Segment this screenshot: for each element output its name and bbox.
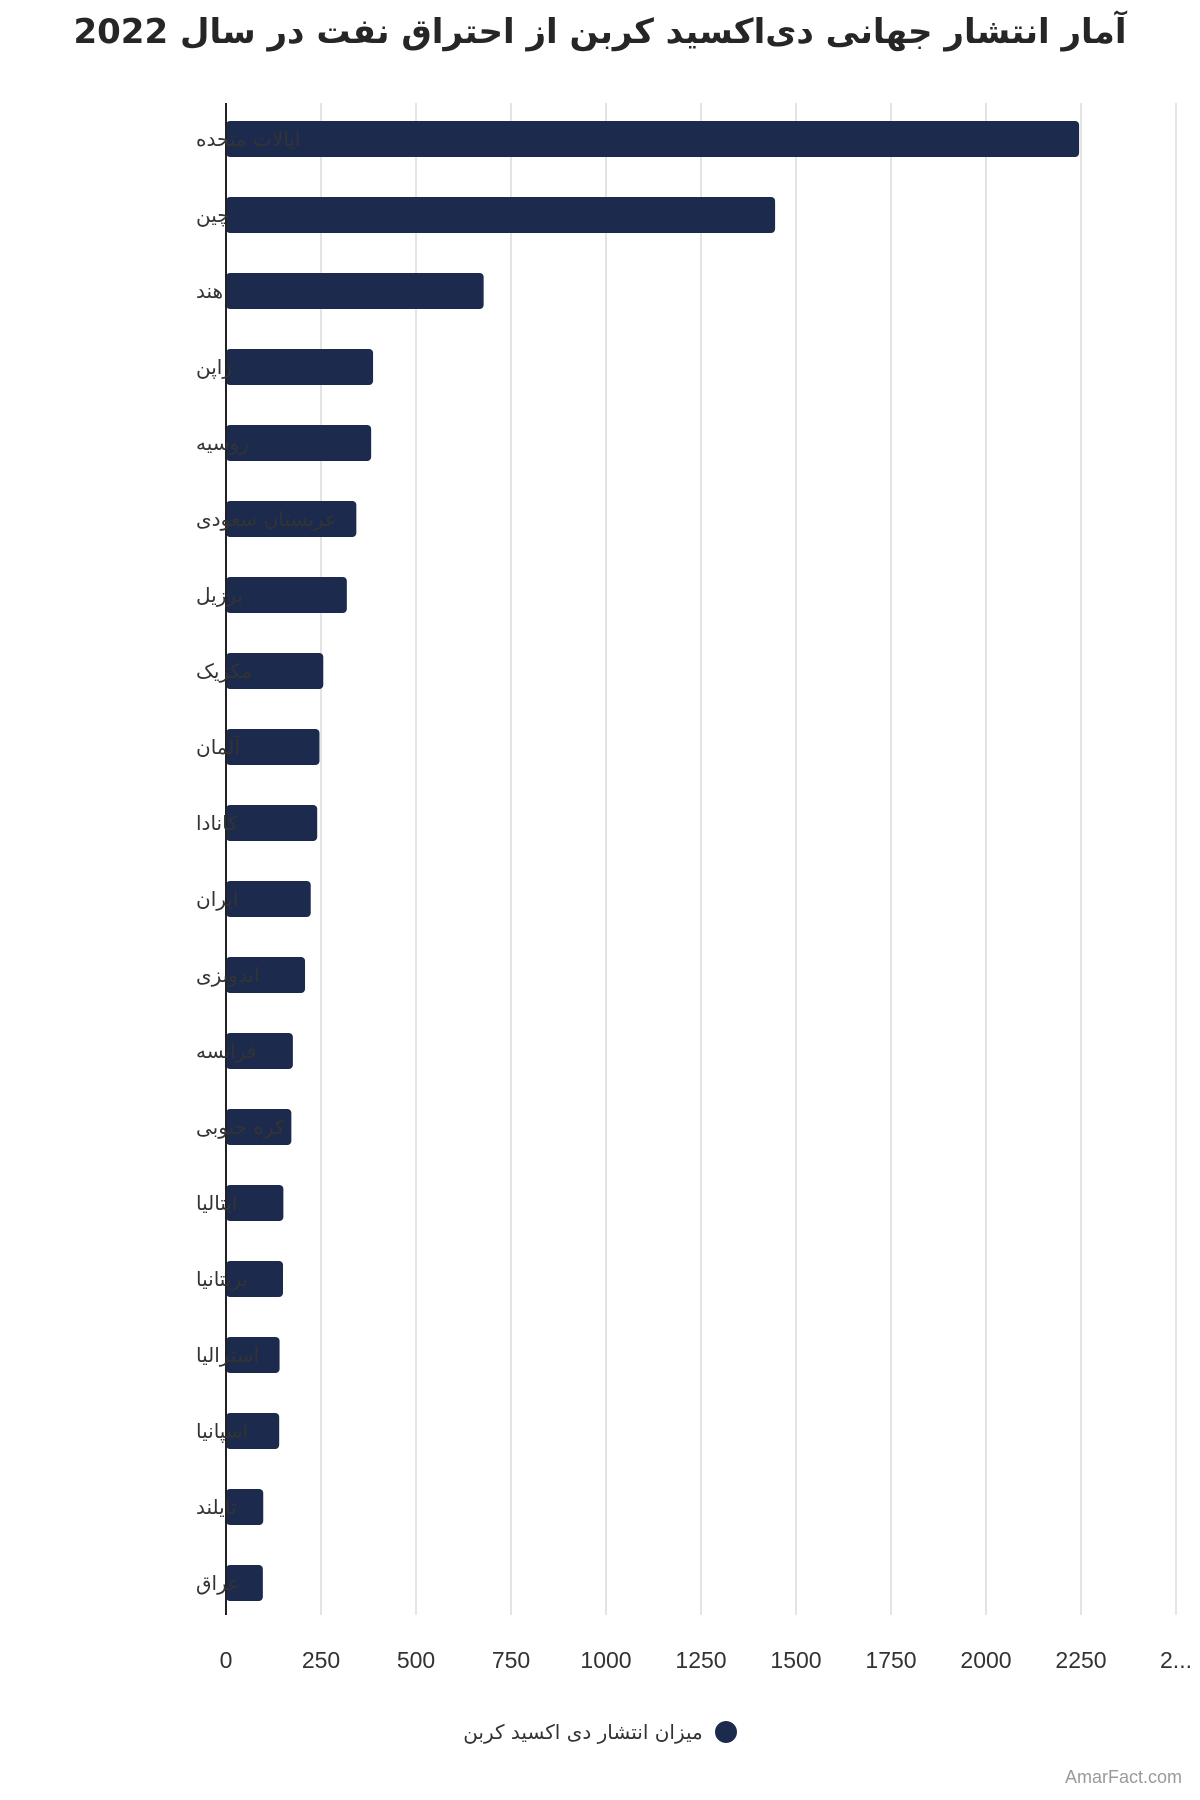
x-tick-label: 2250 — [1055, 1647, 1106, 1673]
bar — [226, 957, 306, 993]
bar — [226, 197, 776, 233]
bar — [226, 729, 320, 765]
bar — [226, 1565, 263, 1601]
x-tick-label: 2... — [1160, 1647, 1192, 1673]
bar — [226, 577, 347, 613]
category-label: برزیل — [196, 583, 243, 607]
category-label: کره جنوبی — [196, 1115, 285, 1139]
bar — [226, 349, 374, 385]
x-tick-label: 1000 — [580, 1647, 631, 1673]
category-label: آلمان — [196, 734, 241, 759]
category-label: مکزیک — [196, 659, 252, 683]
x-tick-label: 1250 — [675, 1647, 726, 1673]
bar — [226, 1185, 284, 1221]
category-label: فرانسه — [196, 1039, 256, 1063]
chart-title: آمار انتشار جهانی دی‌اکسید کربن از احترا… — [73, 12, 1127, 52]
legend-marker — [714, 1721, 737, 1743]
category-label: استرالیا — [196, 1343, 259, 1367]
bar — [226, 121, 1080, 157]
bars — [226, 121, 1080, 1601]
x-tick-label: 500 — [397, 1647, 435, 1673]
x-tick-label: 1750 — [865, 1647, 916, 1673]
category-label: کانادا — [196, 811, 238, 835]
bar — [226, 425, 372, 461]
category-label: چین — [196, 203, 230, 227]
x-tick-label: 0 — [220, 1647, 233, 1673]
category-label: تایلند — [196, 1495, 236, 1519]
category-label: هند — [196, 279, 223, 303]
x-tick-label: 1500 — [770, 1647, 821, 1673]
category-label: عراق — [196, 1571, 240, 1595]
category-label: ایالات متحده — [196, 127, 300, 151]
watermark: AmarFact.com — [1064, 1767, 1182, 1787]
x-tick-labels: 0 250 500 750 1000 1250 1500 1750 2000 2250 2... — [220, 1647, 1192, 1673]
bar — [226, 1337, 280, 1373]
x-tick-label: 250 — [302, 1647, 340, 1673]
bar — [226, 1261, 283, 1297]
category-labels: ایالات متحده چین هند ژاپن روسیه عربستان سعودی… — [196, 127, 337, 1595]
category-label: ایتالیا — [196, 1191, 237, 1215]
bar — [226, 653, 324, 689]
x-tick-label: 750 — [492, 1647, 530, 1673]
bar — [226, 273, 484, 309]
legend: میزان انتشار دی اکسید کربن — [0, 1720, 1200, 1744]
legend-label: میزان انتشار دی اکسید کربن — [463, 1720, 703, 1744]
category-label: بریتانیا — [196, 1267, 248, 1291]
bar — [226, 501, 357, 537]
x-tick-label: 2000 — [960, 1647, 1011, 1673]
category-label: ژاپن — [196, 355, 232, 380]
category-label: عربستان سعودی — [196, 507, 337, 531]
bar — [226, 1109, 292, 1145]
category-label: روسیه — [196, 431, 249, 455]
gridlines — [320, 103, 1177, 1615]
bar — [226, 1413, 280, 1449]
bar — [226, 881, 311, 917]
bar — [226, 1033, 293, 1069]
category-label: اندونزی — [196, 963, 260, 987]
bar — [226, 805, 318, 841]
category-label: ایران — [196, 887, 238, 911]
bar — [226, 1489, 264, 1525]
category-label: اسپانیا — [196, 1419, 248, 1444]
